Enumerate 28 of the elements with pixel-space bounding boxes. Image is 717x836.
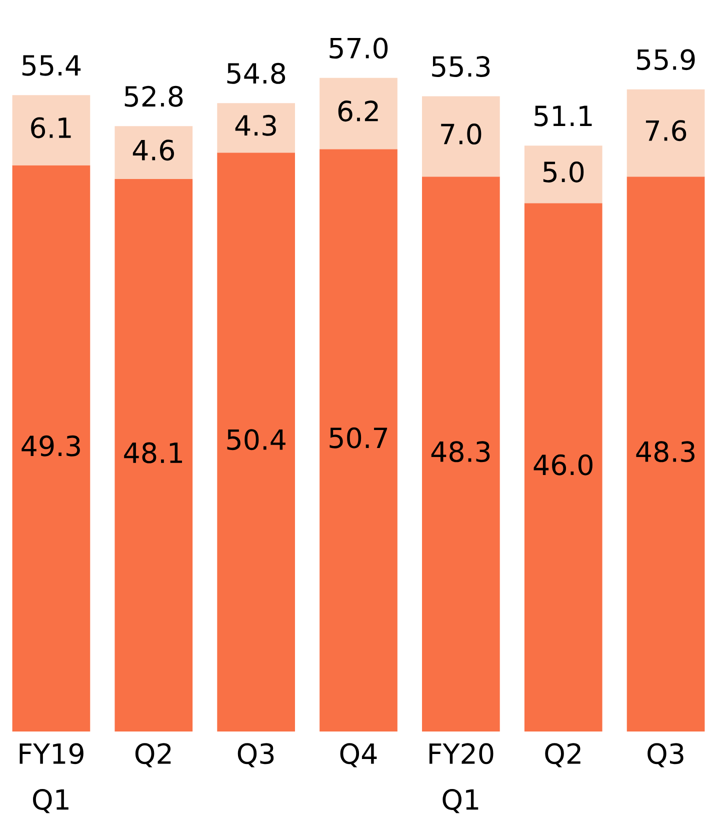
data-label: 7.6 [646,120,686,142]
total-label: 55.3 [432,56,490,78]
total-label: 51.1 [534,106,592,126]
data-label: 50.4 [227,429,286,450]
data-label: 48.1 [124,442,182,464]
data-label: 7.0 [441,124,482,145]
x-tick-label: FY19 Q1 [20,743,84,814]
x-tick-label: Q3 [238,743,274,768]
data-label: 6.2 [338,100,378,122]
data-label: 48.3 [431,441,490,462]
x-tick-label: Q3 [648,743,684,768]
total-label: 55.4 [22,55,81,76]
data-label: 4.3 [235,114,276,136]
x-tick-label: FY20 Q1 [430,743,494,814]
x-tick-label: Q2 [545,743,580,768]
total-label: 54.8 [227,62,286,84]
x-tick-label: Q2 [135,743,171,768]
data-label: 46.0 [534,454,592,476]
data-label: 49.3 [22,435,80,456]
data-label: 5.0 [543,161,584,182]
data-label: 6.1 [31,117,71,138]
total-label: 55.9 [637,49,695,70]
x-tick-label: Q4 [340,743,377,768]
total-label: 52.8 [124,86,183,107]
data-label: 4.6 [132,140,174,161]
total-label: 57.0 [330,38,388,59]
data-label: 50.7 [330,427,388,448]
data-label: 48.3 [636,441,694,462]
